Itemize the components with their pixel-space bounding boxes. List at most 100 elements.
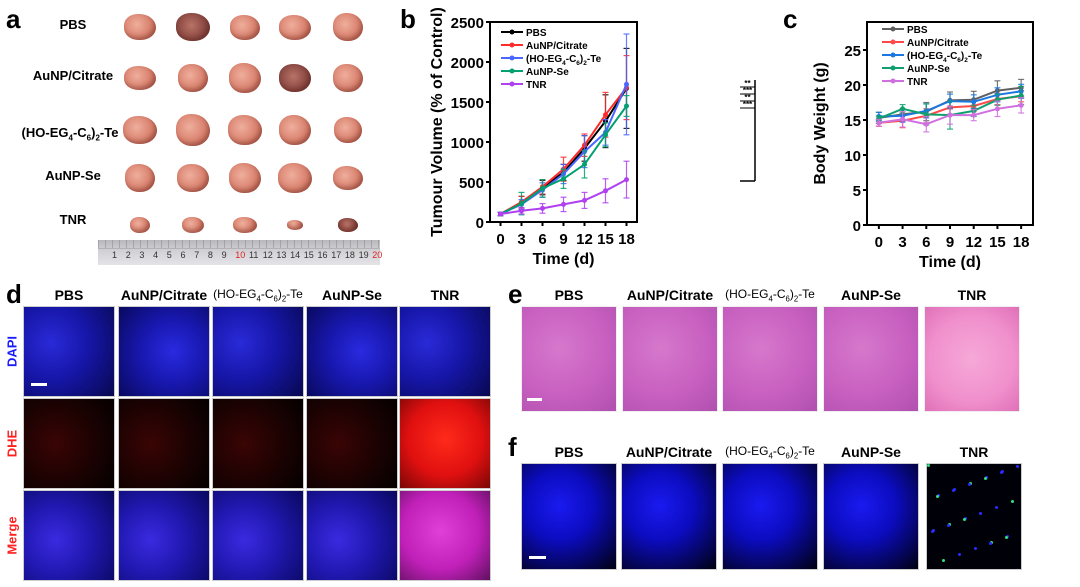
dapi-image [399, 306, 491, 397]
tumor-specimen [338, 218, 358, 232]
legend-label: (HO-EG4-C6)2-Te [526, 54, 602, 67]
he-image [521, 306, 617, 412]
legend-marker [890, 26, 896, 32]
tumor-specimen [130, 217, 150, 233]
data-point [1018, 102, 1024, 108]
dapi-image [23, 306, 115, 397]
column-label: TNR [430, 287, 460, 303]
tumor-specimen [333, 166, 363, 190]
apoptotic-cell-dot [1000, 471, 1003, 474]
tumor-specimen [279, 64, 311, 92]
panel-label-c: c [783, 4, 798, 34]
ruler-tick-label: 3 [139, 250, 145, 260]
significance-mark: ** [744, 93, 751, 102]
x-tick-label: 12 [576, 231, 593, 248]
y-tick-label: 1500 [451, 95, 484, 112]
ruler-tick-label: 20 [372, 250, 383, 260]
row-label-dapi: DAPI [4, 335, 20, 367]
x-tick-label: 3 [898, 234, 906, 251]
ruler-tick-label: 5 [166, 250, 172, 260]
data-point [582, 161, 587, 167]
merge-image [23, 490, 115, 581]
x-tick-label: 18 [618, 231, 635, 248]
data-point [603, 188, 608, 194]
y-tick-label: 20 [844, 78, 861, 95]
tumor-specimen [279, 14, 311, 40]
column-label: TNR [957, 287, 987, 303]
x-tick-label: 3 [517, 231, 525, 248]
x-tick-label: 9 [946, 234, 954, 251]
data-point [582, 197, 587, 203]
tumor-specimen [123, 116, 157, 144]
tumor-row-label: AuNP/Citrate [32, 68, 114, 83]
tumor-specimen [229, 63, 261, 93]
ruler-tick-label: 15 [303, 250, 314, 260]
tumor-specimen [176, 13, 210, 41]
ruler-tick-label: 16 [317, 250, 328, 260]
apoptotic-cell-dot [936, 495, 939, 498]
data-point [561, 201, 566, 207]
legend-marker [509, 55, 515, 61]
dapi-image [306, 306, 398, 397]
tunel-image [823, 463, 919, 570]
tumor-specimen [177, 164, 209, 192]
x-tick-label: 9 [559, 231, 567, 248]
y-tick-label: 0 [476, 215, 484, 232]
x-tick-label: 0 [496, 231, 504, 248]
dhe-image [118, 398, 210, 489]
he-image [622, 306, 718, 412]
tumor-specimen [279, 115, 311, 145]
ruler: 1 2 3 4 5 6 7 8 9 10 11 12 13 14 15 16 17 18 19 20 [98, 240, 383, 265]
scale-bar [527, 398, 542, 401]
column-label: (HO-EG4-C6)2-Te [213, 287, 303, 304]
he-image [924, 306, 1020, 412]
apoptotic-cell-dot [931, 530, 934, 533]
tunel-image [521, 463, 617, 570]
data-point [519, 201, 524, 207]
apoptotic-cell-dot [974, 547, 977, 550]
apoptotic-cell-dot [984, 477, 987, 480]
tumor-specimen [287, 220, 303, 230]
series-line [500, 83, 628, 215]
panel-label-a: a [6, 4, 21, 34]
column-label: AuNP/Citrate [120, 287, 208, 303]
data-point [971, 112, 977, 118]
tumor-row-label: AuNP-Se [45, 168, 101, 183]
data-point [1018, 93, 1024, 98]
apoptotic-cell-dot [979, 512, 982, 515]
x-tick-label: 15 [597, 231, 614, 248]
tumor-specimen [125, 164, 155, 192]
x-tick-label: 12 [965, 234, 982, 251]
tumor-specimen [228, 115, 262, 145]
ruler-tick-label: 19 [358, 250, 369, 260]
ruler-tick-label: 7 [194, 250, 200, 260]
y-tick-label: 2000 [451, 55, 484, 72]
ruler-tick-label: 1 [112, 250, 118, 260]
ruler-tick-label: 10 [235, 250, 246, 260]
tumor-specimen [278, 163, 312, 193]
tumor-specimen [333, 13, 363, 41]
y-tick-label: 5 [853, 183, 861, 200]
apoptotic-cell-dot [995, 506, 998, 509]
column-label: AuNP/Citrate [626, 287, 714, 303]
panel-label-d: d [6, 279, 22, 309]
column-label: AuNP/Citrate [625, 444, 713, 460]
significance-mark: *** [743, 86, 753, 95]
panel-label-f: f [508, 432, 517, 462]
ruler-tick-label: 18 [344, 250, 355, 260]
tumor-specimen [178, 64, 208, 92]
panel-label-b: b [400, 4, 416, 34]
significance-mark: ** [744, 79, 751, 88]
tumor-photo-panel: PBS AuNP/Citrate (HO-EG4-C6)2-Te AuNP-Se… [0, 0, 382, 270]
ruler-tick-label: 17 [331, 250, 342, 260]
legend-label: AuNP-Se [526, 67, 569, 78]
tumor-row-label: PBS [59, 17, 87, 32]
dhe-image [23, 398, 115, 489]
merge-image [399, 490, 491, 581]
series-line [500, 86, 628, 215]
legend-marker [509, 42, 515, 48]
column-label: PBS [554, 287, 584, 303]
apoptotic-cell-dot [1016, 465, 1019, 468]
